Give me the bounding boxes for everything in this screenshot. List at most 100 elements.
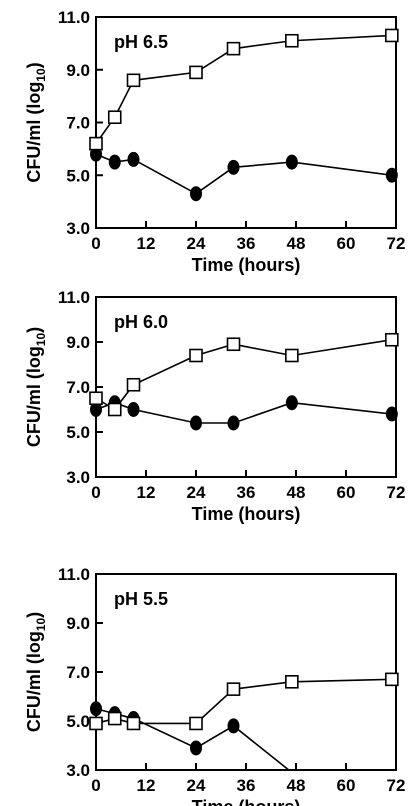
data-point-square	[285, 348, 299, 363]
y-axis-title-main: CFU/ml (log	[24, 82, 44, 183]
data-point-circle	[227, 415, 240, 431]
panel-annotation: pH 6.5	[114, 32, 168, 52]
y-axis-title-subscript: 10	[34, 333, 48, 347]
x-tick-label: 60	[337, 776, 356, 795]
x-tick-label: 72	[387, 776, 406, 795]
y-tick-label: 7.0	[66, 663, 90, 682]
series-line-open-square	[95, 338, 392, 411]
x-tick-label: 12	[137, 234, 156, 253]
data-point-square	[107, 110, 122, 125]
data-point-circle	[190, 415, 202, 431]
y-tick-label: 5.0	[66, 423, 90, 442]
y-tick-label: 9.0	[66, 61, 90, 80]
y-tick-label: 5.0	[66, 712, 90, 731]
panel-annotation: pH 6.0	[114, 312, 168, 332]
data-point-square	[385, 672, 399, 687]
y-tick-label: 9.0	[66, 614, 90, 633]
y-tick-label: 5.0	[66, 166, 90, 185]
data-point-square	[89, 716, 103, 731]
chart-panel-2: 3.0 5.0 7.0 9.0 11.0 0 12 24 36 48 60 72 Time (hours…	[24, 288, 405, 524]
x-tick-label: 12	[137, 776, 156, 795]
data-point-square	[107, 402, 122, 417]
data-point-square	[226, 41, 241, 56]
x-tick-label: 36	[237, 483, 256, 502]
data-point-square	[285, 674, 299, 689]
data-point-circle	[385, 167, 398, 183]
x-tick-label: 48	[287, 776, 306, 795]
y-axis-title: CFU/ml (log10)	[24, 612, 48, 732]
data-point-circle	[108, 154, 121, 170]
y-axis-title-end: )	[24, 327, 44, 333]
data-point-circle	[90, 701, 102, 717]
y-tick-label: 3.0	[66, 468, 90, 487]
data-point-circle	[285, 154, 298, 170]
data-point-square	[107, 711, 122, 726]
y-tick-label: 3.0	[66, 761, 90, 780]
y-tick-label: 11.0	[58, 8, 90, 27]
x-tick-label: 72	[387, 234, 406, 253]
data-point-circle	[127, 151, 140, 167]
y-axis-title: CFU/ml (log10)	[24, 62, 48, 182]
data-point-square	[89, 391, 103, 406]
y-tick-label: 11.0	[58, 565, 90, 584]
data-point-circle	[90, 402, 102, 417]
x-tick-label: 12	[137, 483, 156, 502]
x-tick-label: 48	[287, 483, 306, 502]
data-point-square	[285, 33, 299, 48]
data-point-circle	[227, 718, 240, 734]
data-point-square	[189, 716, 203, 731]
x-tick-label: 0	[91, 776, 100, 795]
data-point-circle	[127, 402, 140, 417]
data-point-square	[89, 136, 103, 151]
x-tick-label: 24	[187, 483, 206, 502]
data-point-circle	[385, 406, 398, 422]
y-axis-title-subscript: 10	[34, 68, 48, 82]
x-tick-label: 36	[237, 234, 256, 253]
x-axis-title: Time (hours)	[192, 255, 301, 275]
data-point-square	[126, 716, 141, 731]
y-axis-title-end: )	[24, 612, 44, 618]
data-point-circle	[227, 159, 240, 175]
data-point-square	[189, 65, 203, 80]
x-axis-title: Time (hours)	[192, 797, 301, 806]
y-tick-label: 9.0	[66, 333, 90, 352]
panel-annotation: pH 5.5	[114, 589, 168, 609]
x-tick-label: 24	[187, 776, 206, 795]
series-area	[89, 672, 399, 771]
x-tick-label: 36	[237, 776, 256, 795]
data-point-square	[126, 73, 141, 88]
data-point-square	[385, 28, 399, 43]
chart-panel-3: 3.0 5.0 7.0 9.0 11.0 0 12 24 36 48 60 72 Time (hours…	[24, 565, 405, 806]
data-point-square	[226, 337, 241, 352]
data-point-square	[189, 348, 203, 363]
y-axis-title-subscript: 10	[34, 618, 48, 632]
data-point-square	[385, 332, 399, 347]
data-point-circle	[285, 395, 298, 411]
x-tick-label: 24	[187, 234, 206, 253]
y-axis-title-main: CFU/ml (log	[24, 631, 44, 732]
series-line-filled-circle	[95, 153, 392, 195]
x-axis-title: Time (hours)	[192, 504, 301, 524]
x-tick-label: 72	[387, 483, 406, 502]
x-tick-label: 48	[287, 234, 306, 253]
chart-panel-1: 3.0 5.0 7.0 9.0 11.0 0 12 24 36 48 60 72 Time (hours…	[24, 8, 405, 275]
series-line-open-square	[95, 678, 392, 725]
series-area	[89, 28, 399, 202]
series-line-filled-circle	[95, 401, 392, 424]
y-tick-label: 7.0	[66, 378, 90, 397]
y-axis-title-end: )	[24, 62, 44, 68]
y-tick-label: 3.0	[66, 219, 90, 238]
x-tick-label: 60	[337, 483, 356, 502]
y-tick-label: 7.0	[66, 114, 90, 133]
x-tick-label: 0	[91, 483, 100, 502]
y-axis-title: CFU/ml (log10)	[24, 327, 48, 447]
data-point-square	[226, 682, 241, 696]
series-area	[89, 332, 399, 431]
data-point-circle	[190, 186, 202, 202]
y-axis-title-main: CFU/ml (log	[24, 346, 44, 447]
data-point-square	[126, 377, 141, 392]
x-tick-label: 60	[337, 234, 356, 253]
x-tick-label: 0	[91, 234, 100, 253]
data-point-circle	[190, 740, 202, 756]
